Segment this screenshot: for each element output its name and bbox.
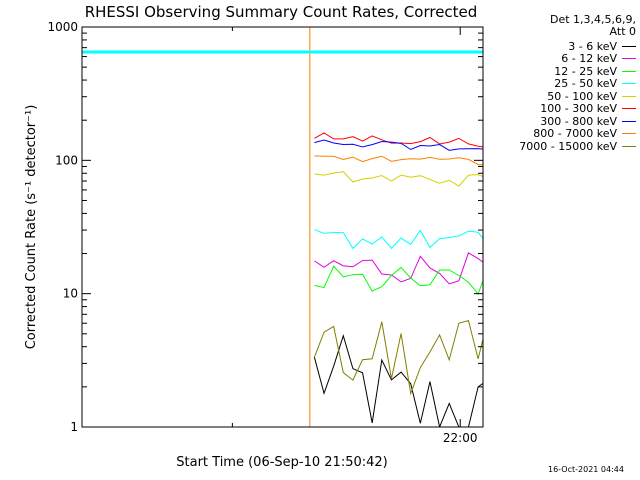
chart-title: RHESSI Observing Summary Count Rates, Co…	[85, 3, 478, 21]
legend-entry-label: 100 - 300 keV	[540, 102, 617, 116]
legend-entry-label: 12 - 25 keV	[554, 64, 617, 78]
series-line-2	[314, 265, 483, 295]
legend-entry-label: 50 - 100 keV	[547, 89, 617, 103]
y-tick-label-0: 1	[70, 420, 78, 434]
legend-entry-label: 7000 - 15000 keV	[519, 139, 617, 153]
legend-entry-label: 25 - 50 keV	[554, 77, 617, 91]
legend: Det 1,3,4,5,6,9, Att 0 3 - 6 keV 6 - 12 k…	[486, 14, 636, 153]
legend-entry-label: 6 - 12 keV	[561, 52, 617, 66]
series-line-3	[314, 229, 483, 250]
legend-swatch	[622, 45, 636, 47]
plot-clip-group	[82, 27, 483, 427]
legend-swatch	[622, 70, 636, 72]
legend-entry: 7000 - 15000 keV	[486, 140, 636, 153]
legend-entry-label: 3 - 6 keV	[568, 39, 617, 53]
legend-entry: 12 - 25 keV	[486, 65, 636, 78]
legend-entry-label: 300 - 800 keV	[540, 114, 617, 128]
axes: 22:0022:1522:3022:4523:0023:1523:3011010…	[47, 20, 483, 445]
legend-swatch	[622, 58, 636, 60]
y-tick-label-2: 100	[55, 153, 78, 167]
legend-entry: 50 - 100 keV	[486, 90, 636, 103]
legend-swatch	[622, 95, 636, 97]
legend-entry-label: 800 - 7000 keV	[533, 127, 617, 141]
legend-entry: 6 - 12 keV	[486, 52, 636, 66]
x-tick-label-0: 22:00	[443, 431, 478, 445]
series-line-4	[314, 171, 483, 187]
legend-entry: 800 - 7000 keV	[486, 127, 636, 141]
legend-header-line-2: Att 0	[609, 25, 636, 38]
plot-area: NS	[82, 27, 483, 427]
legend-entry: 100 - 300 keV	[486, 102, 636, 116]
y-tick-label-3: 1000	[47, 20, 78, 34]
legend-swatch	[622, 120, 636, 122]
x-axis-label: Start Time (06-Sep-10 21:50:42)	[176, 455, 387, 470]
legend-entry: 25 - 50 keV	[486, 77, 636, 91]
legend-entry: 300 - 800 keV	[486, 115, 636, 128]
series-line-0	[313, 334, 483, 427]
y-axis-label: Corrected Count Rate (s⁻¹ detector⁻¹)	[24, 105, 39, 350]
y-tick-label-1: 10	[63, 287, 78, 301]
legend-entry: 3 - 6 keV	[486, 40, 636, 53]
legend-header-line-1: Det 1,3,4,5,6,9,	[549, 13, 636, 26]
legend-swatch	[622, 108, 636, 110]
legend-swatch	[622, 133, 636, 135]
plot-frame	[81, 26, 484, 428]
legend-swatch	[622, 145, 636, 147]
generation-timestamp: 16-Oct-2021 04:44	[548, 465, 624, 474]
legend-entries: 3 - 6 keV 6 - 12 keV 12 - 25 keV 25 - 50 ke…	[486, 40, 636, 153]
legend-swatch	[622, 83, 636, 85]
